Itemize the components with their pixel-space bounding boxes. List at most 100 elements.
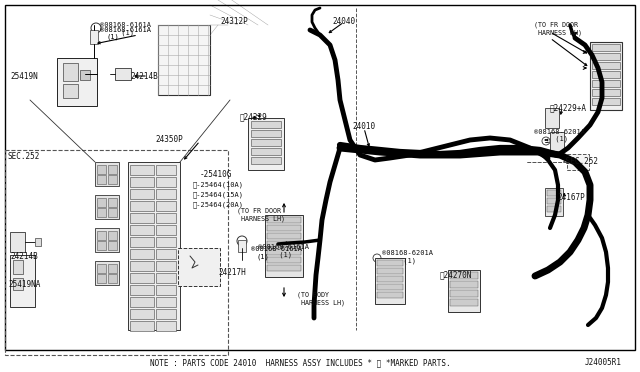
Bar: [156, 237, 176, 247]
Text: ①-25464(15A): ①-25464(15A): [193, 191, 244, 198]
Bar: [130, 273, 154, 283]
Bar: [251, 148, 281, 155]
Bar: [592, 71, 620, 78]
Bar: [57, 58, 97, 106]
Text: ®08168-6161A: ®08168-6161A: [100, 27, 151, 33]
Bar: [108, 165, 117, 174]
Bar: [267, 225, 301, 231]
Bar: [156, 213, 176, 223]
Bar: [115, 68, 131, 80]
Text: 24010: 24010: [352, 122, 375, 131]
Bar: [95, 195, 119, 219]
Bar: [108, 241, 117, 250]
Bar: [156, 285, 176, 295]
Bar: [267, 217, 301, 223]
Text: ®08168-6161A: ®08168-6161A: [251, 246, 302, 252]
Bar: [567, 154, 589, 170]
Text: 24214B: 24214B: [10, 252, 38, 261]
Bar: [130, 225, 154, 235]
Bar: [545, 108, 559, 128]
Text: ®08168-6161A
     (1): ®08168-6161A (1): [100, 22, 151, 35]
Bar: [377, 260, 403, 266]
Bar: [13, 278, 23, 290]
Bar: [375, 258, 405, 304]
Bar: [97, 208, 106, 217]
Bar: [95, 228, 119, 252]
Bar: [108, 274, 117, 283]
Bar: [128, 162, 180, 330]
Bar: [550, 132, 564, 152]
Bar: [238, 240, 246, 252]
Text: 24040: 24040: [332, 17, 355, 26]
Bar: [108, 198, 117, 207]
Text: (1): (1): [257, 253, 269, 260]
Bar: [13, 260, 23, 274]
Bar: [590, 42, 622, 110]
Text: -25410G: -25410G: [200, 170, 232, 179]
Bar: [377, 276, 403, 282]
Bar: [156, 261, 176, 271]
Bar: [63, 63, 78, 81]
Text: 24312P: 24312P: [220, 17, 248, 26]
Text: NOTE : PARTS CODE 24010  HARNESS ASSY INCLUDES * ※ *MARKED PARTS.: NOTE : PARTS CODE 24010 HARNESS ASSY INC…: [150, 358, 451, 367]
Bar: [450, 290, 478, 297]
Bar: [130, 201, 154, 211]
Bar: [156, 189, 176, 199]
Bar: [130, 309, 154, 319]
Bar: [130, 261, 154, 271]
Text: SEC.252: SEC.252: [8, 152, 40, 161]
Bar: [95, 162, 119, 186]
Bar: [97, 165, 106, 174]
Text: 24350P: 24350P: [155, 135, 183, 144]
Bar: [130, 249, 154, 259]
Bar: [10, 255, 35, 307]
Bar: [108, 208, 117, 217]
Bar: [377, 268, 403, 274]
Bar: [158, 25, 210, 95]
Bar: [251, 139, 281, 146]
Bar: [156, 225, 176, 235]
Text: ※24229+A: ※24229+A: [550, 103, 587, 112]
Bar: [592, 53, 620, 60]
Text: J24005R1: J24005R1: [585, 358, 622, 367]
Bar: [592, 89, 620, 96]
Text: 25419NA: 25419NA: [8, 280, 40, 289]
Bar: [108, 175, 117, 184]
Bar: [130, 237, 154, 247]
Bar: [547, 198, 561, 204]
Bar: [592, 98, 620, 105]
Text: (TO FR DOOR
 HARNESS RH): (TO FR DOOR HARNESS RH): [534, 22, 582, 36]
Bar: [130, 189, 154, 199]
Text: ®08168-6161A
     (1): ®08168-6161A (1): [258, 244, 309, 257]
Bar: [156, 321, 176, 331]
Bar: [97, 274, 106, 283]
Text: ※24229: ※24229: [240, 112, 268, 121]
Bar: [156, 177, 176, 187]
Text: (TO BODY
 HARNESS LH): (TO BODY HARNESS LH): [297, 292, 345, 306]
Bar: [130, 297, 154, 307]
Text: ※24270N: ※24270N: [440, 270, 472, 279]
Bar: [592, 62, 620, 69]
Bar: [267, 257, 301, 263]
Bar: [90, 30, 98, 44]
Bar: [80, 70, 90, 80]
Bar: [450, 299, 478, 306]
Bar: [130, 321, 154, 331]
Bar: [178, 248, 220, 286]
Text: 25419N: 25419N: [10, 72, 38, 81]
Text: ®08168-6201A
     (1): ®08168-6201A (1): [534, 129, 585, 142]
Bar: [156, 309, 176, 319]
Bar: [156, 201, 176, 211]
Bar: [267, 233, 301, 239]
Bar: [251, 130, 281, 137]
Bar: [63, 84, 78, 98]
Bar: [545, 188, 563, 216]
Bar: [251, 157, 281, 164]
Bar: [156, 249, 176, 259]
Text: ①-25464(20A): ①-25464(20A): [193, 201, 244, 208]
Text: 24217H: 24217H: [218, 268, 246, 277]
Text: (1): (1): [106, 34, 119, 41]
Bar: [97, 241, 106, 250]
Bar: [10, 232, 25, 252]
Bar: [450, 281, 478, 288]
